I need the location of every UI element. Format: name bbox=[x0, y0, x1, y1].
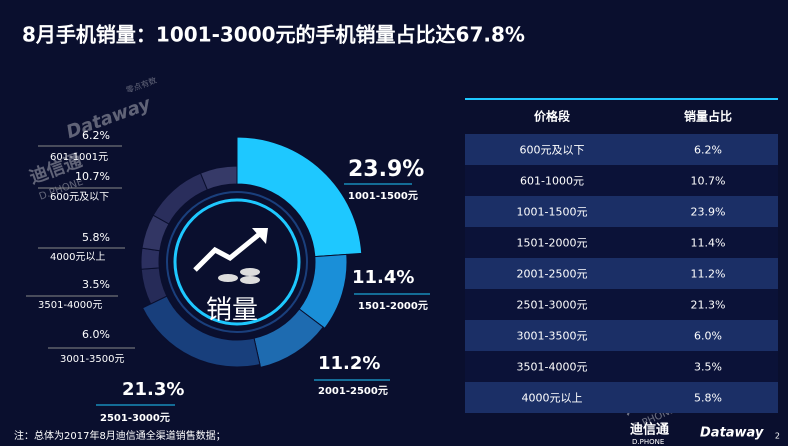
table-row bbox=[465, 258, 778, 289]
pie-slice bbox=[298, 253, 348, 330]
value-label: 23.9% bbox=[348, 157, 424, 182]
table-row bbox=[465, 351, 778, 382]
title: 8月手机销量：1001-3000元的手机销量占比达67.8% bbox=[22, 23, 525, 47]
ring bbox=[166, 191, 308, 333]
value-label: 5.8% bbox=[82, 231, 110, 244]
value-label: 6.0% bbox=[82, 328, 110, 341]
coin bbox=[218, 274, 238, 282]
ring bbox=[173, 198, 301, 326]
category-label: 3001-3500元 bbox=[60, 354, 125, 365]
arrow bbox=[193, 230, 264, 272]
page-number: 2 bbox=[775, 432, 780, 441]
table-cell: 4000元以上 bbox=[522, 392, 583, 405]
table-cell: 1501-2000元 bbox=[517, 237, 588, 250]
table-row bbox=[465, 382, 778, 413]
footer-logo: D.PHONE bbox=[632, 438, 664, 446]
coin bbox=[240, 276, 260, 284]
footer-logo: 迪信通 bbox=[630, 422, 669, 438]
center-label: 销量 bbox=[206, 296, 258, 326]
category-label: 2501-3000元 bbox=[100, 412, 170, 424]
table-cell: 11.4% bbox=[691, 237, 726, 250]
category-label: 4000元以上 bbox=[50, 251, 105, 263]
table-cell: 23.9% bbox=[691, 206, 726, 219]
pie-slice bbox=[236, 136, 363, 258]
note: 注：总体为2017年8月迪信通全渠道销售数据； bbox=[14, 429, 226, 442]
table-cell: 6.2% bbox=[694, 144, 722, 157]
category-label: 1501-2000元 bbox=[358, 300, 428, 312]
arrow-head bbox=[252, 228, 268, 244]
value-label: 3.5% bbox=[82, 278, 110, 291]
category-label: 600元及以下 bbox=[50, 191, 109, 203]
table-row bbox=[465, 134, 778, 165]
table-row bbox=[465, 320, 778, 351]
table-cell: 11.2% bbox=[691, 268, 726, 281]
pie-slice bbox=[140, 247, 161, 270]
footer-logos: 迪信通 D.PHONE Dataway bbox=[630, 422, 764, 446]
category-label: 1001-1500元 bbox=[348, 190, 418, 202]
pie-slice bbox=[141, 295, 261, 368]
table-row bbox=[465, 289, 778, 320]
category-label: 2001-2500元 bbox=[318, 385, 388, 397]
center-icon: 销量 bbox=[166, 191, 308, 333]
table-cell: 2001-2500元 bbox=[517, 268, 588, 281]
table-header-cell: 价格段 bbox=[534, 109, 571, 124]
table-header bbox=[465, 100, 778, 134]
table-cell: 2501-3000元 bbox=[517, 299, 588, 312]
table-cell: 6.0% bbox=[694, 330, 722, 343]
coin bbox=[240, 268, 260, 276]
value-label: 11.2% bbox=[318, 353, 380, 374]
table-row bbox=[465, 227, 778, 258]
value-label: 21.3% bbox=[122, 379, 184, 400]
table-cell: 3001-3500元 bbox=[517, 330, 588, 343]
table-cell: 3.5% bbox=[694, 361, 722, 374]
value-label: 6.2% bbox=[82, 129, 110, 142]
table-row bbox=[465, 165, 778, 196]
category-label: 601-1001元 bbox=[50, 152, 108, 163]
table-cell: 10.7% bbox=[691, 175, 726, 188]
value-label: 10.7% bbox=[75, 170, 110, 183]
table-cell: 21.3% bbox=[691, 299, 726, 312]
table-cell: 601-1000元 bbox=[520, 175, 584, 188]
table-cell: 1001-1500元 bbox=[517, 206, 588, 219]
table-cell: 3501-4000元 bbox=[517, 361, 588, 374]
table-row bbox=[465, 196, 778, 227]
value-label: 11.4% bbox=[352, 267, 414, 288]
pie-slice bbox=[199, 165, 238, 191]
table-header-cell: 销量占比 bbox=[684, 109, 732, 124]
footer-logo: Dataway bbox=[700, 426, 764, 441]
table-cell: 5.8% bbox=[694, 392, 722, 405]
category-label: 3501-4000元 bbox=[38, 300, 103, 311]
table-cell: 600元及以下 bbox=[520, 144, 585, 157]
